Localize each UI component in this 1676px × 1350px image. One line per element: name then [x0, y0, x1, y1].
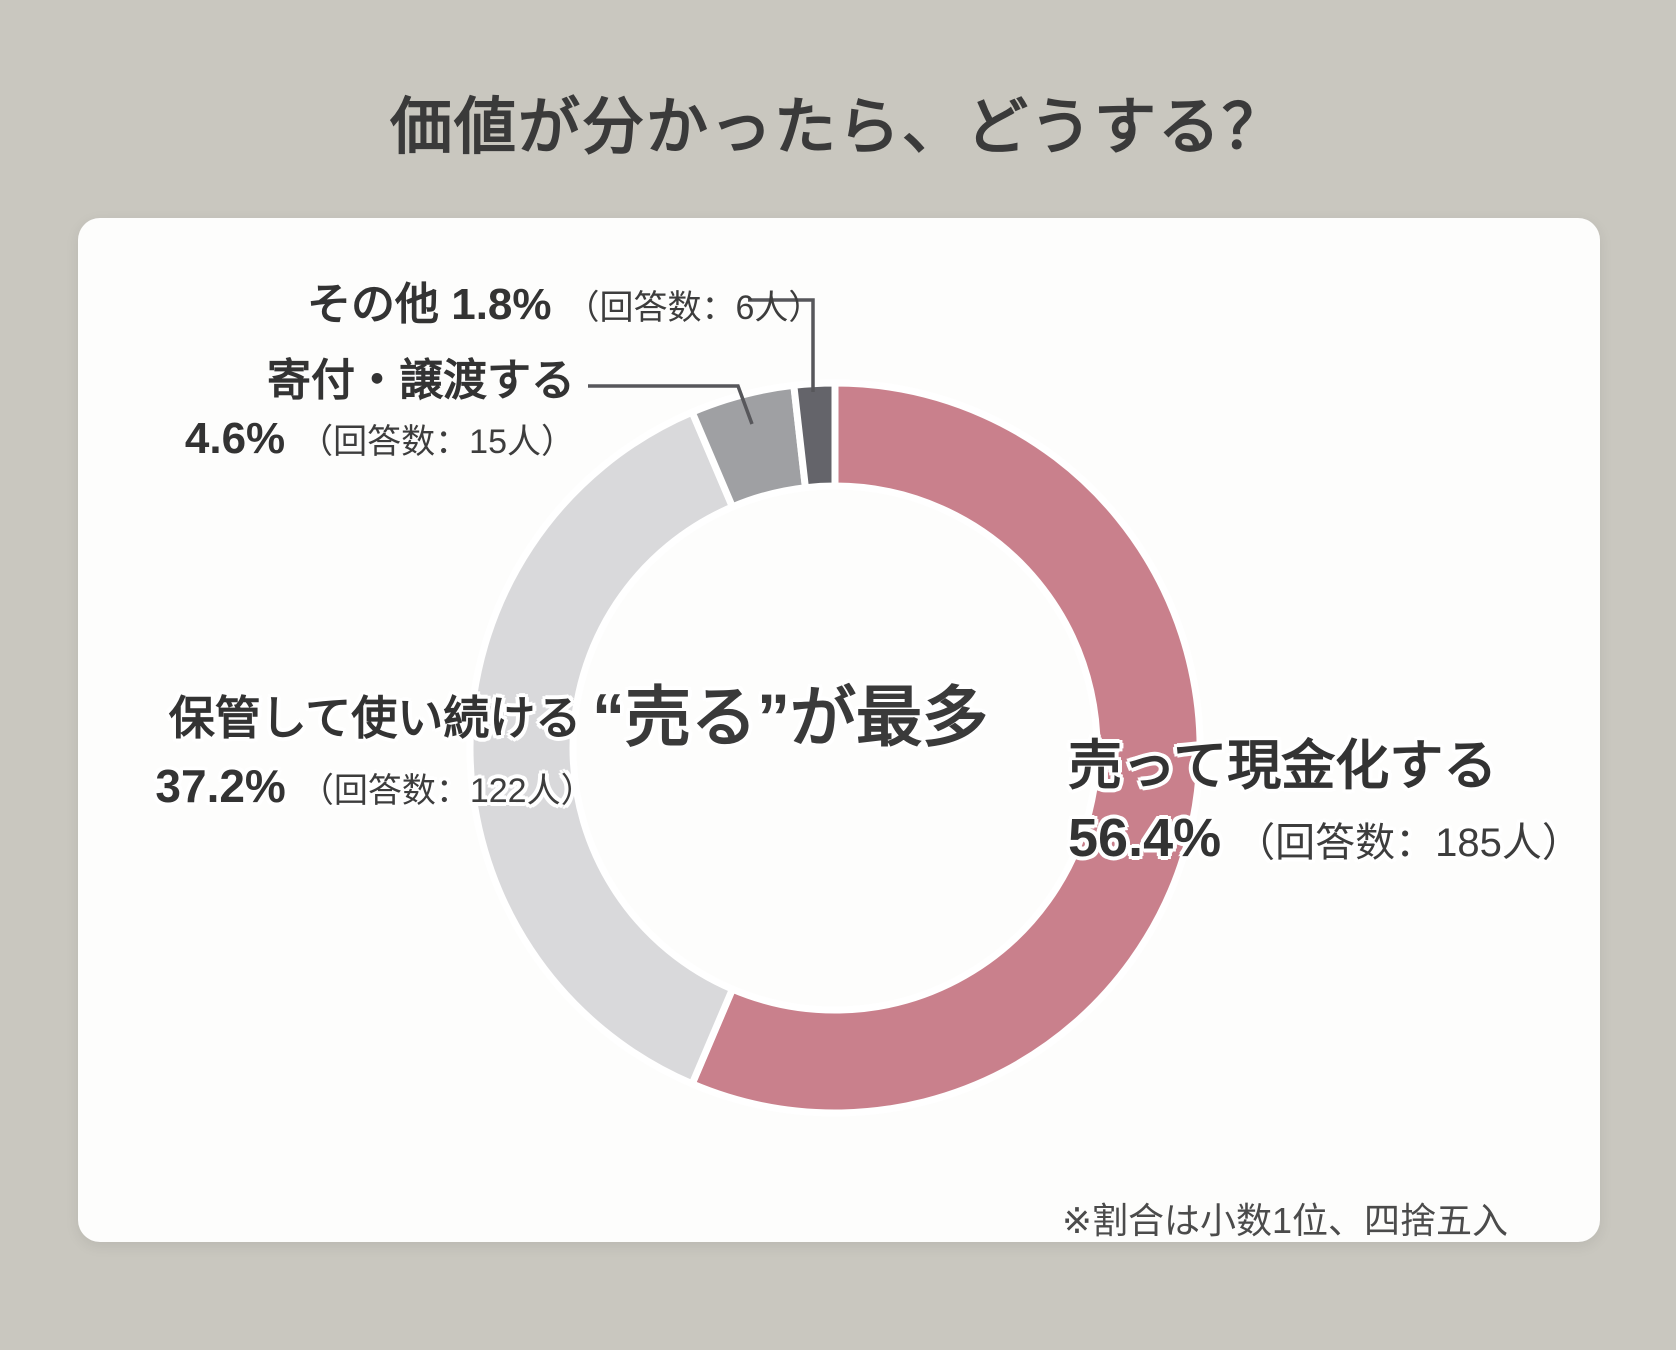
callout-keep-label: 保管して使い続ける — [168, 692, 582, 744]
callout-sell-count: （回答数：185人） — [1235, 821, 1582, 865]
callout-donate-count: （回答数：15人） — [299, 423, 575, 461]
callout-keep-count: （回答数：122人） — [299, 772, 595, 810]
footnote: ※割合は小数1位、四捨五入 — [1061, 1200, 1508, 1241]
page-title: 価値が分かったら、どうする？ — [389, 93, 1286, 162]
callout-other: その他 1.8% （回答数：6人） — [307, 268, 822, 332]
callout-donate: 寄付・譲渡する 4.6% （回答数：15人） — [185, 352, 575, 471]
callout-sell-label: 売って現金化する — [1068, 736, 1498, 796]
callout-donate-pct: 4.6% — [184, 414, 286, 463]
donut-center-label: “売る”が最多 — [592, 680, 988, 754]
callout-keep: 保管して使い続ける 37.2% （回答数：122人） — [110, 684, 640, 825]
callout-donate-label: 寄付・譲渡する — [267, 356, 575, 405]
callout-other-label: その他 1.8% — [307, 280, 552, 329]
callout-other-count: （回答数：6人） — [565, 289, 823, 327]
callout-sell-pct: 56.4% — [1068, 808, 1222, 868]
callout-keep-pct: 37.2% — [155, 760, 286, 812]
callout-sell: 売って現金化する 56.4% （回答数：185人） — [1068, 730, 1582, 879]
